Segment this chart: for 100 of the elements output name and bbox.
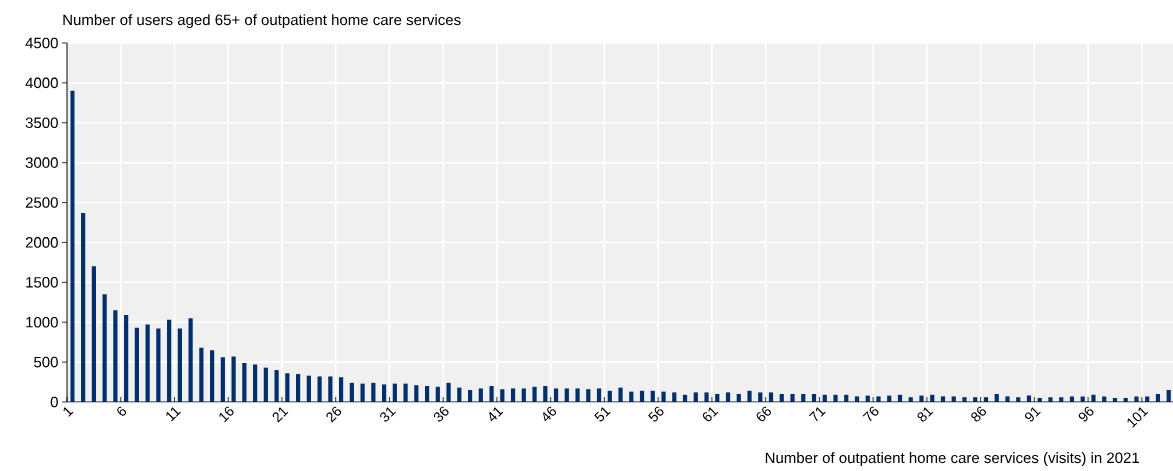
x-tick-label: 91 xyxy=(1025,407,1041,422)
bar xyxy=(242,362,247,402)
bar xyxy=(91,266,96,402)
bar xyxy=(618,387,623,402)
bar xyxy=(1155,394,1161,402)
y-tick-label: 4000 xyxy=(25,77,58,89)
bar xyxy=(457,387,462,402)
bar xyxy=(532,386,537,402)
bar xyxy=(736,394,741,402)
bar xyxy=(1069,396,1075,402)
bar xyxy=(1166,390,1171,402)
bar xyxy=(715,394,720,402)
x-tick-label: 61 xyxy=(702,407,719,422)
bar xyxy=(220,357,225,402)
bar xyxy=(124,315,129,402)
y-tick-label: 3500 xyxy=(25,117,58,129)
bar xyxy=(586,389,591,402)
bar xyxy=(478,388,483,402)
bar xyxy=(758,392,763,402)
bar xyxy=(951,396,956,402)
bar xyxy=(994,394,999,402)
bar xyxy=(768,392,774,402)
x-tick-label: 101 xyxy=(1127,407,1149,428)
bar xyxy=(371,382,376,402)
bar xyxy=(1037,398,1042,402)
bar xyxy=(844,394,849,402)
bar xyxy=(338,377,344,402)
x-tick-label: 11 xyxy=(166,407,181,422)
bar xyxy=(564,388,569,402)
bar xyxy=(510,388,516,402)
bar xyxy=(543,386,548,402)
bar xyxy=(113,310,118,402)
bar xyxy=(811,394,817,402)
bar xyxy=(424,386,430,402)
x-tick-label: 41 xyxy=(489,407,504,422)
chart-title: Number of users aged 65+ of outpatient home care services xyxy=(63,14,461,29)
x-tick-label: 6 xyxy=(117,406,127,416)
bar xyxy=(392,383,397,402)
x-tick-label: 81 xyxy=(917,407,934,422)
x-tick-label: 76 xyxy=(862,406,879,422)
x-tick-label: 31 xyxy=(380,407,396,422)
y-tick-label: 3000 xyxy=(25,157,58,168)
bar xyxy=(790,394,795,402)
bar xyxy=(704,392,709,402)
y-tick-label: 2000 xyxy=(25,237,58,248)
bar xyxy=(833,394,838,402)
y-tick-label: 1000 xyxy=(26,316,58,328)
x-tick-label: 56 xyxy=(648,406,664,422)
bar xyxy=(1059,397,1064,402)
bar xyxy=(983,397,989,402)
y-tick-label: 2500 xyxy=(25,197,58,208)
bar xyxy=(446,382,451,402)
bar xyxy=(1091,394,1096,402)
bar xyxy=(1102,396,1107,402)
bar xyxy=(102,294,107,402)
bar xyxy=(1080,396,1085,402)
bar xyxy=(1112,398,1118,402)
bar xyxy=(575,388,580,402)
bar xyxy=(381,384,387,402)
bar xyxy=(1145,396,1150,402)
bar xyxy=(553,388,559,402)
x-tick-label: 36 xyxy=(433,406,449,422)
x-tick-label: 51 xyxy=(594,407,611,422)
y-tick-label: 500 xyxy=(34,356,58,368)
bar xyxy=(253,364,258,402)
bar xyxy=(467,390,473,402)
bar xyxy=(500,389,505,402)
bar xyxy=(403,383,408,402)
bar xyxy=(210,350,215,402)
x-tick-label: 46 xyxy=(543,406,557,422)
bar xyxy=(682,394,688,402)
bar xyxy=(973,397,978,402)
bar xyxy=(328,376,333,402)
bar xyxy=(1134,396,1139,402)
x-tick-label: 66 xyxy=(756,406,771,422)
x-axis-title: Number of outpatient home care services (visits) in 2021 xyxy=(765,452,1139,467)
bar xyxy=(607,390,612,402)
bar xyxy=(156,328,161,402)
bar xyxy=(854,396,860,402)
bar xyxy=(693,392,698,402)
bar xyxy=(725,392,731,402)
bar xyxy=(360,383,365,402)
bar xyxy=(639,390,645,402)
bar xyxy=(521,388,526,402)
bar xyxy=(435,386,440,402)
bar xyxy=(489,386,494,402)
bar xyxy=(650,390,655,402)
bar xyxy=(672,392,677,402)
bar xyxy=(1048,397,1053,402)
bar xyxy=(199,347,204,402)
bar xyxy=(801,394,806,402)
bar xyxy=(134,327,139,402)
bar xyxy=(1016,397,1021,402)
y-tick-label: 1500 xyxy=(26,277,58,288)
x-tick-label: 1 xyxy=(63,407,74,417)
bar xyxy=(414,385,419,402)
x-tick-label: 96 xyxy=(1078,406,1094,422)
bar xyxy=(919,395,924,402)
bar xyxy=(188,318,193,402)
bar xyxy=(177,328,182,402)
